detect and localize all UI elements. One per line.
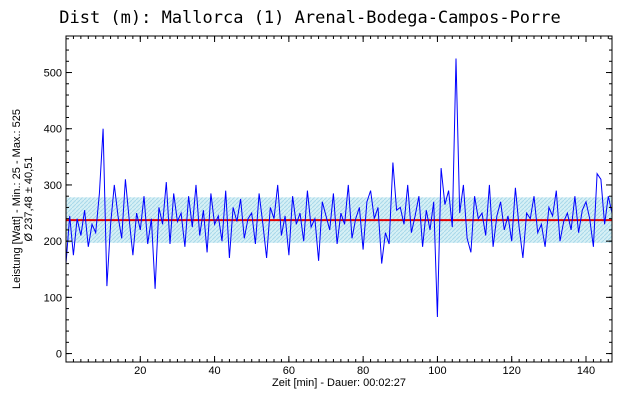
x-tick-label: 20 xyxy=(134,365,146,377)
chart-title: Dist (m): Mallorca (1) Arenal-Bodega-Cam… xyxy=(59,8,561,28)
x-tick-label: 140 xyxy=(577,365,595,377)
x-tick-label: 100 xyxy=(428,365,446,377)
y-axis-label-line: Leistung [Watt] - Min.: 25 - Max.: 525 xyxy=(11,109,23,289)
y-axis-label-line: Ø 237,48 ± 40,51 xyxy=(23,157,35,242)
power-series-line xyxy=(65,58,613,318)
y-tick-label: 100 xyxy=(44,292,62,304)
x-tick-label: 40 xyxy=(208,365,220,377)
y-tick-label: 300 xyxy=(44,180,62,192)
x-tick-label: 60 xyxy=(283,365,295,377)
x-axis-label: Zeit [min] - Dauer: 00:02:27 xyxy=(272,377,406,389)
y-tick-label: 400 xyxy=(44,124,62,136)
x-tick-label: 120 xyxy=(503,365,521,377)
x-tick-label: 80 xyxy=(357,365,369,377)
y-tick-label: 500 xyxy=(44,68,62,80)
plot-frame xyxy=(65,35,613,363)
y-tick-label: 200 xyxy=(44,236,62,248)
y-tick-label: 0 xyxy=(56,349,62,361)
